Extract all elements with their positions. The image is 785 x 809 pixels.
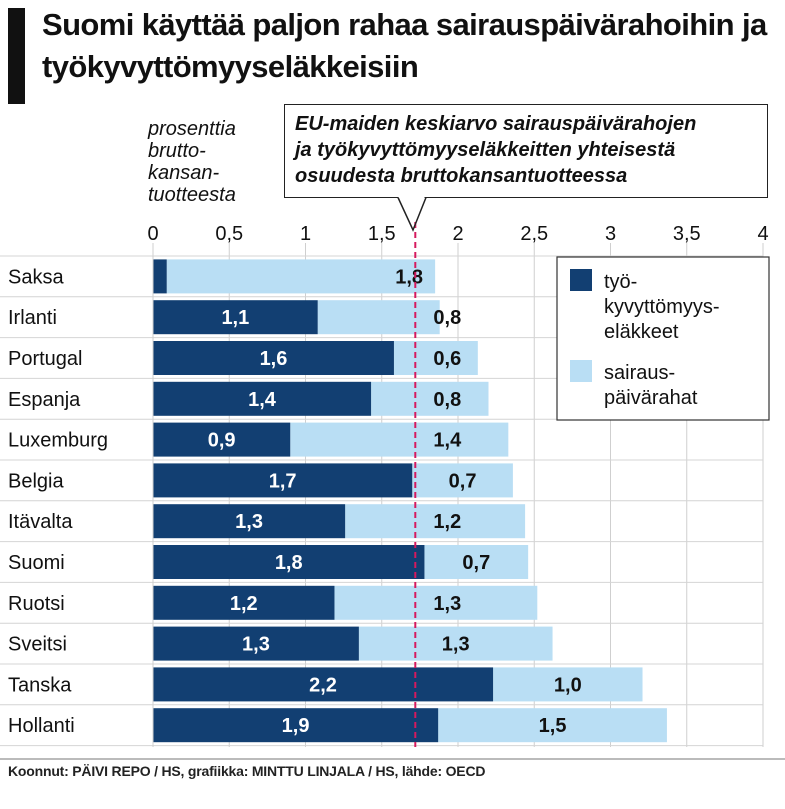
bar-value-label-light: 1,8 <box>395 266 423 288</box>
annotation-line: EU-maiden keskiarvo sairauspäivärahojen <box>295 113 697 135</box>
bar-value-label-light: 1,2 <box>433 511 461 533</box>
bar-value-label-light: 1,3 <box>433 593 461 615</box>
category-label: Espanja <box>8 389 81 411</box>
bar-sairauspaivarahat <box>166 259 436 294</box>
x-tick-label: 0 <box>147 223 158 245</box>
bar-sairauspaivarahat <box>412 463 513 498</box>
legend-box <box>556 256 770 421</box>
bar-sairauspaivarahat <box>358 626 553 661</box>
bar-value-label-dark: 0,9 <box>208 430 236 452</box>
bar-value-label-dark: 1,6 <box>260 348 288 370</box>
bar-value-label-dark: 1,2 <box>230 593 258 615</box>
bar-sairauspaivarahat <box>317 300 440 335</box>
category-label: Tanska <box>8 674 72 696</box>
bar-tyokyvyttomyyselakkeet <box>153 381 372 416</box>
bar-value-label-light: 0,8 <box>433 307 461 329</box>
x-tick-label: 3,5 <box>673 223 701 245</box>
bar-tyokyvyttomyyselakkeet <box>153 545 425 579</box>
x-tick-label: 1 <box>300 223 311 245</box>
annotation-line: ja työkyvyttömyyseläkkeitten yhteisestä <box>295 139 676 161</box>
bar-value-label-light: 1,5 <box>539 715 567 737</box>
bar-sairauspaivarahat <box>493 667 643 702</box>
x-tick-label: 2 <box>452 223 463 245</box>
bar-sairauspaivarahat <box>345 504 526 539</box>
category-label: Ruotsi <box>8 593 65 615</box>
x-tick-label: 3 <box>605 223 616 245</box>
x-tick-label: 0,5 <box>215 223 243 245</box>
category-label: Irlanti <box>8 307 57 329</box>
legend-swatch-sairauspaivarahat <box>570 360 592 382</box>
bar-value-label-dark: 1,8 <box>275 552 303 574</box>
bar-tyokyvyttomyyselakkeet <box>153 422 291 457</box>
legend-label-tyokyvyttomyyselakkeet: eläkkeet <box>604 321 679 343</box>
bar-value-label-light: 1,0 <box>554 674 582 696</box>
unit-label-line: prosenttia <box>148 118 236 140</box>
bar-value-label-dark: 2,2 <box>309 674 337 696</box>
footer-divider <box>0 758 785 760</box>
bar-sairauspaivarahat <box>371 381 489 416</box>
bar-value-label-dark: 1,3 <box>242 634 270 656</box>
bar-value-label-light: 0,8 <box>433 389 461 411</box>
bar-tyokyvyttomyyselakkeet <box>153 708 439 743</box>
bar-value-label-light: 1,3 <box>442 634 470 656</box>
chart-title: Suomi käyttää paljon rahaa sairauspäivär… <box>42 7 767 84</box>
bar-sairauspaivarahat <box>334 585 538 620</box>
category-label: Belgia <box>8 470 64 492</box>
bar-sairauspaivarahat <box>290 422 509 457</box>
annotation-text: EU-maiden keskiarvo sairauspäivärahojen … <box>295 111 765 189</box>
bar-tyokyvyttomyyselakkeet <box>153 259 167 294</box>
source-credit: Koonnut: PÄIVI REPO / HS, grafiikka: MIN… <box>8 763 486 779</box>
bar-tyokyvyttomyyselakkeet <box>153 667 494 702</box>
category-label: Sveitsi <box>8 634 67 656</box>
bar-value-label-light: 0,7 <box>462 552 490 574</box>
bar-value-label-dark: 1,3 <box>235 511 263 533</box>
bar-tyokyvyttomyyselakkeet <box>153 463 413 498</box>
bar-value-label-dark: 1,1 <box>221 307 249 329</box>
legend-label-tyokyvyttomyyselakkeet: kyvyttömyys- <box>604 296 720 318</box>
bar-value-label-dark: 1,4 <box>248 389 277 411</box>
unit-label-line: tuotteesta <box>148 184 236 206</box>
x-tick-label: 4 <box>757 223 768 245</box>
bar-tyokyvyttomyyselakkeet <box>153 300 318 335</box>
bar-tyokyvyttomyyselakkeet <box>153 585 335 620</box>
legend-label-sairauspaivarahat: sairaus- <box>604 362 675 384</box>
legend-label-sairauspaivarahat: päivärahat <box>604 387 698 409</box>
annotation-line: osuudesta bruttokansantuotteessa <box>295 165 628 187</box>
title-accent-bar <box>8 8 25 104</box>
bar-value-label-dark: 1,7 <box>269 470 297 492</box>
x-tick-label: 2,5 <box>520 223 548 245</box>
legend-swatch-tyokyvyttomyyselakkeet <box>570 269 592 291</box>
legend-label-tyokyvyttomyyselakkeet: työ- <box>604 271 637 293</box>
bar-sairauspaivarahat <box>393 341 478 375</box>
category-label: Saksa <box>8 266 64 288</box>
annotation-callout: EU-maiden keskiarvo sairauspäivärahojen … <box>284 104 768 198</box>
category-label: Hollanti <box>8 715 75 737</box>
unit-label-line: kansan- <box>148 162 220 184</box>
bar-tyokyvyttomyyselakkeet <box>153 626 359 661</box>
bar-value-label-light: 1,4 <box>433 430 462 452</box>
bar-sairauspaivarahat <box>438 708 667 743</box>
unit-label-line: brutto- <box>148 140 206 162</box>
unit-label: prosenttia brutto- kansan- tuotteesta <box>148 118 278 206</box>
category-label: Suomi <box>8 552 65 574</box>
category-label: Itävalta <box>8 511 73 533</box>
bar-sairauspaivarahat <box>424 545 529 579</box>
category-label: Luxemburg <box>8 430 108 452</box>
bar-value-label-dark: 1,9 <box>282 715 310 737</box>
bar-value-label-light: 0,6 <box>433 348 461 370</box>
bar-value-label-light: 0,7 <box>449 470 477 492</box>
bar-tyokyvyttomyyselakkeet <box>153 341 394 375</box>
bar-tyokyvyttomyyselakkeet <box>153 504 346 539</box>
x-tick-label: 1,5 <box>368 223 396 245</box>
category-label: Portugal <box>8 348 83 370</box>
